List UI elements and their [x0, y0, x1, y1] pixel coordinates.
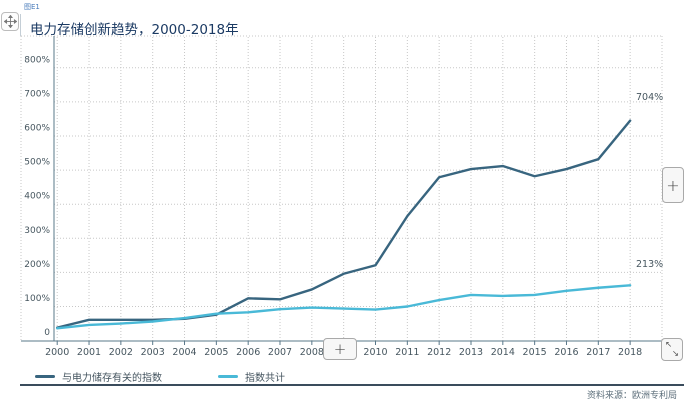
zoom-in-button-right[interactable]: + — [662, 167, 684, 203]
x-axis-label: 2006 — [236, 347, 260, 358]
legend-item-storage-index[interactable]: 与电力储存有关的指数 — [35, 369, 162, 384]
x-axis-label: 2007 — [268, 347, 292, 358]
x-axis-label: 2008 — [300, 347, 324, 358]
pan-button[interactable] — [1, 12, 19, 31]
x-axis-label: 2002 — [109, 347, 133, 358]
legend-swatch-total-index — [218, 375, 238, 378]
y-axis-label: 200% — [24, 260, 50, 270]
y-axis-label: 300% — [24, 226, 50, 236]
chart-title: 电力存储创新趋势，2000-2018年 — [30, 22, 239, 38]
x-axis-label: 2000 — [45, 347, 69, 358]
x-axis-label: 2012 — [427, 347, 451, 358]
legend-item-total-index[interactable]: 指数共计 — [218, 369, 285, 384]
legend-label-total-index: 指数共计 — [245, 373, 285, 384]
y-axis-label: 0 — [44, 328, 50, 338]
y-axis-label: 400% — [24, 192, 50, 202]
x-axis-label: 2010 — [363, 347, 387, 358]
legend-divider-line — [20, 384, 684, 386]
x-axis-label: 2014 — [491, 347, 515, 358]
y-axis-label: 800% — [24, 55, 50, 65]
x-axis-label: 2005 — [204, 347, 228, 358]
x-axis-label: 2017 — [586, 347, 610, 358]
x-axis-label: 2004 — [172, 347, 196, 358]
y-axis-label: 500% — [24, 158, 50, 168]
arrow-down-right-icon: ↘ — [671, 349, 679, 359]
x-axis-label: 2003 — [141, 347, 165, 358]
series-line-total-index[interactable] — [56, 284, 632, 330]
x-axis-label: 2016 — [554, 347, 578, 358]
y-axis-label: 700% — [24, 89, 50, 99]
source-attribution: 资料来源：欧洲专利局 — [586, 391, 677, 401]
zoom-in-button-bottom[interactable]: + — [323, 338, 357, 360]
figure-number-label: 图E1 — [24, 3, 40, 11]
x-axis-label: 2015 — [523, 347, 547, 358]
series-line-storage-index[interactable] — [56, 119, 632, 329]
series-end-value-label: 213% — [636, 259, 663, 270]
arrow-up-left-icon: ↖ — [665, 340, 673, 350]
x-axis-label: 2001 — [77, 347, 101, 358]
expand-button[interactable]: ↖ ↘ — [661, 338, 683, 361]
legend-swatch-storage-index — [35, 375, 55, 378]
y-axis-label: 100% — [24, 294, 50, 304]
series-end-value-label: 704% — [636, 92, 663, 103]
legend-label-storage-index: 与电力储存有关的指数 — [62, 373, 162, 384]
y-axis-label: 600% — [24, 124, 50, 134]
x-axis-label: 2011 — [395, 347, 419, 358]
x-axis-label: 2018 — [618, 347, 642, 358]
move-icon — [3, 15, 17, 28]
title-left-border — [20, 14, 21, 36]
legend: 与电力储存有关的指数 指数共计 — [35, 369, 285, 384]
x-axis-label: 2013 — [459, 347, 483, 358]
